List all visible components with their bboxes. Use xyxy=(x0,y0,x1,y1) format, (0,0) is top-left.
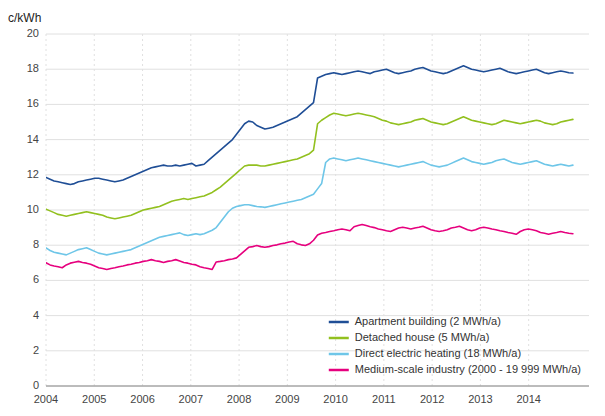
x-grid-line xyxy=(94,34,95,386)
y-grid-line xyxy=(46,315,589,316)
x-tick-label: 2013 xyxy=(468,393,492,405)
x-axis-line xyxy=(46,386,589,387)
legend-swatch xyxy=(329,353,349,356)
series-line xyxy=(46,224,573,269)
x-tick-label: 2006 xyxy=(130,393,154,405)
y-tick-label: 2 xyxy=(33,344,39,356)
y-grid-line xyxy=(46,386,589,387)
y-axis-label: c/kWh xyxy=(8,11,41,25)
series-line xyxy=(46,66,573,185)
legend: Apartment building (2 MWh/a) Detached hou… xyxy=(329,315,581,375)
legend-swatch xyxy=(329,321,349,324)
y-tick-label: 16 xyxy=(27,97,39,109)
y-tick-label: 10 xyxy=(27,203,39,215)
y-tick-label: 20 xyxy=(27,27,39,39)
chart: 0 2 4 6 8 10 12 14 16 18 20 2004 2005 2006 2007 2008 200… xyxy=(0,0,605,416)
legend-swatch xyxy=(329,337,349,340)
x-grid-line xyxy=(190,34,191,386)
x-tick-label: 2004 xyxy=(34,393,58,405)
y-grid-line xyxy=(46,245,589,246)
grid xyxy=(46,34,589,386)
y-grid-line xyxy=(46,139,589,140)
x-grid-line xyxy=(528,34,529,386)
y-grid-line xyxy=(46,34,589,35)
lines xyxy=(46,66,573,270)
x-grid-line xyxy=(239,34,240,386)
y-grid-line xyxy=(46,104,589,105)
y-tick-label: 6 xyxy=(33,273,39,285)
x-grid-line xyxy=(335,34,336,386)
x-tick-label: 2005 xyxy=(82,393,106,405)
legend-label: Apartment building (2 MWh/a) xyxy=(355,315,501,327)
y-tick-label: 0 xyxy=(33,379,39,391)
y-grid-line xyxy=(46,174,589,175)
y-grid-line xyxy=(46,69,589,70)
y-tick-label: 4 xyxy=(33,309,39,321)
y-tick-label: 18 xyxy=(27,62,39,74)
x-tick-label: 2009 xyxy=(275,393,299,405)
y-tick-label: 12 xyxy=(27,168,39,180)
x-tick-label: 2012 xyxy=(420,393,444,405)
axes: 0 2 4 6 8 10 12 14 16 18 20 2004 2005 2006 2007 2008 200… xyxy=(27,27,589,405)
x-tick-label: 2007 xyxy=(179,393,203,405)
series-line xyxy=(46,158,573,255)
x-tick-label: 2011 xyxy=(372,393,396,405)
x-tick-label: 2008 xyxy=(227,393,251,405)
legend-label: Detached house (5 MWh/a) xyxy=(355,331,490,343)
y-tick-label: 8 xyxy=(33,238,39,250)
legend-label: Direct electric heating (18 MWh/a) xyxy=(355,347,521,359)
legend-label: Medium-scale industry (2000 - 19 999 MWh… xyxy=(355,363,581,375)
y-tick-label: 14 xyxy=(27,133,39,145)
y-grid-line xyxy=(46,280,589,281)
x-grid-line xyxy=(287,34,288,386)
x-tick-label: 2010 xyxy=(323,393,347,405)
legend-swatch xyxy=(329,369,349,372)
series-line xyxy=(46,113,573,219)
y-grid-line xyxy=(46,210,589,211)
x-tick-label: 2014 xyxy=(516,393,540,405)
